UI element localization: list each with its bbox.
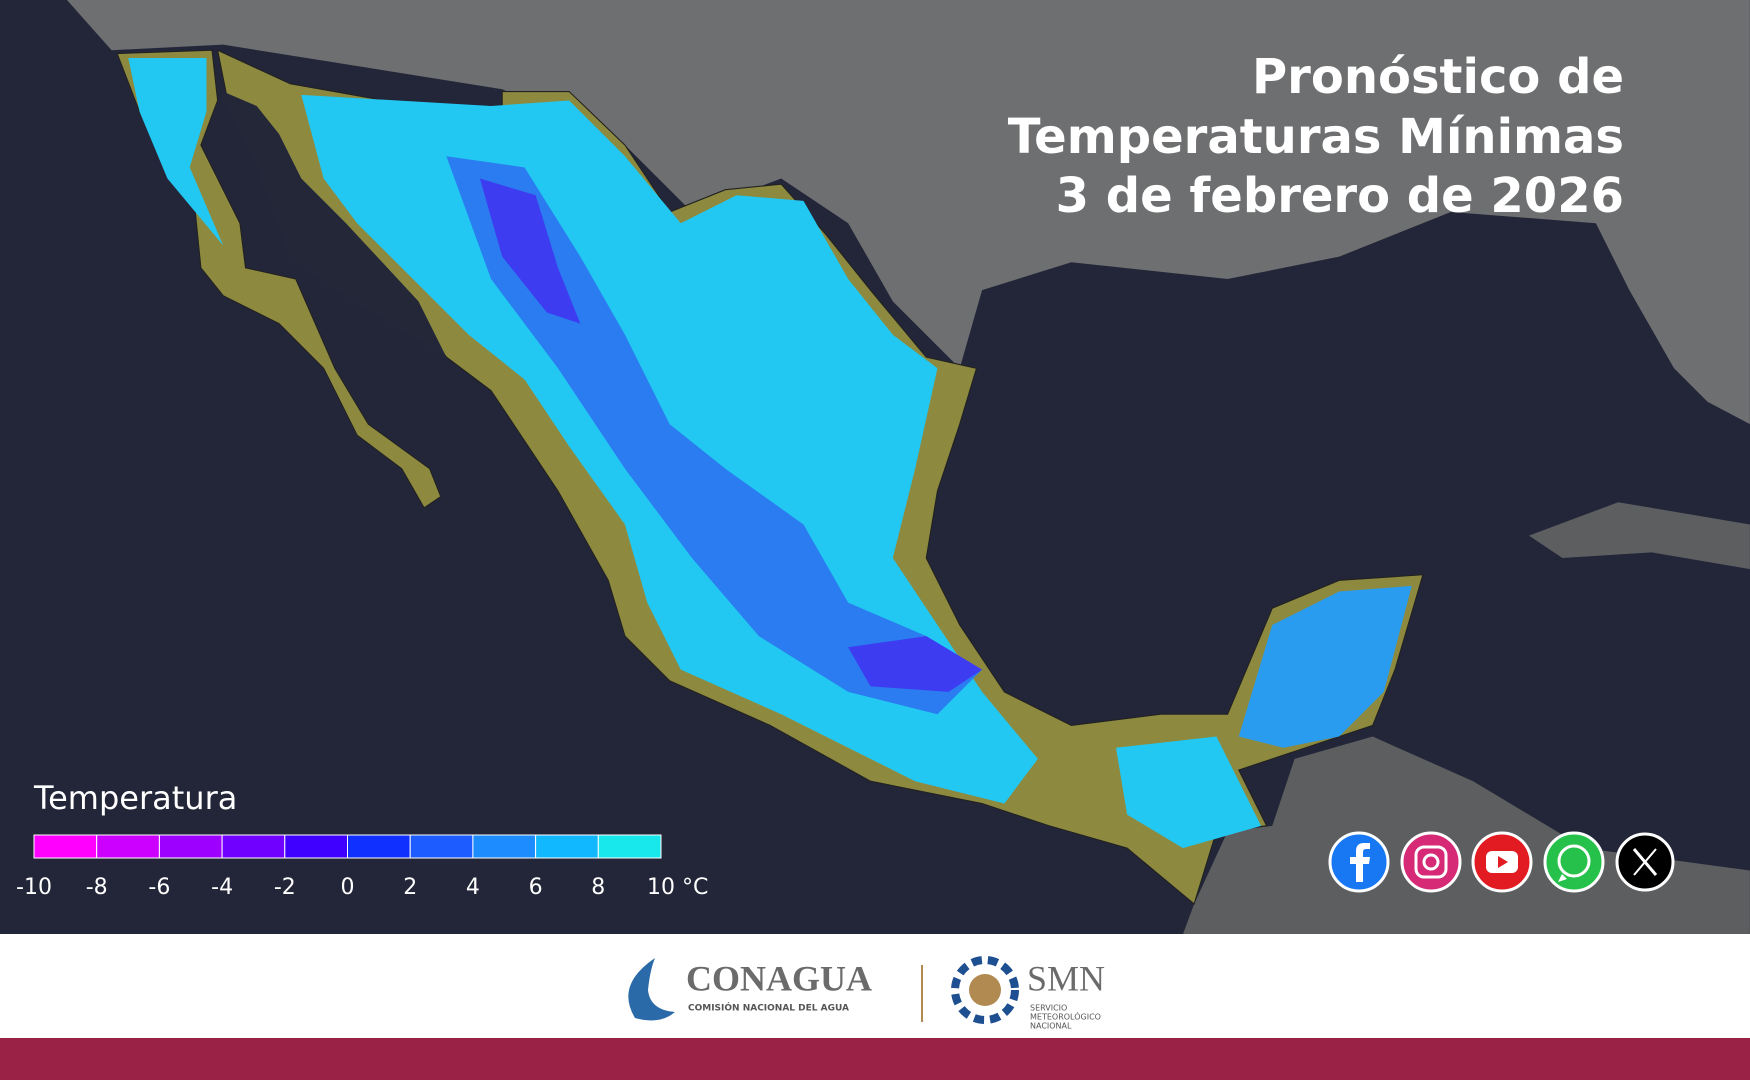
x-icon[interactable] [1615,832,1675,892]
colder-area [446,156,983,715]
title-line: Pronóstico de [1252,49,1624,105]
legend-swatch [472,834,537,859]
conagua-name: CONAGUA [686,958,872,998]
cuba [1528,502,1750,570]
legend-swatch [96,834,160,859]
legend-swatch [33,834,98,859]
legend-tick-label: -4 [211,875,233,900]
legend-swatch [535,834,599,859]
baja-california [116,49,442,509]
gulf-of-california [217,89,447,358]
conagua-subtitle: COMISIÓN NACIONAL DEL AGUA [688,1002,849,1014]
coldest-area [479,178,581,324]
central-america [1182,736,1750,935]
legend-tick-label: 4 [466,875,480,900]
legend-tick-label: 2 [403,875,417,900]
youtube-icon[interactable] [1471,831,1533,893]
us-land [0,0,1750,425]
instagram-icon[interactable] [1400,831,1462,893]
smn-logo-core [969,974,1001,1006]
legend-tick-label: -6 [148,875,170,900]
cold-area-baja [128,58,224,246]
facebook-icon[interactable] [1328,831,1390,893]
smn-subtitle: NACIONAL [1030,1022,1072,1031]
legend-swatch [158,834,223,859]
legend-tick-label: 0 [341,875,355,900]
legend-swatch [221,834,286,859]
legend-tick-label: -8 [86,875,108,900]
cold-area-yucatan [1238,585,1412,748]
map [0,0,1750,935]
legend-tick-label: 10 °C [647,875,708,900]
smn-subtitle: SERVICIO [1030,1004,1067,1013]
legend-tick-label: 6 [529,875,543,900]
title-line: 3 de febrero de 2026 [1056,168,1624,224]
legend-tick-label: -2 [274,875,296,900]
legend-swatch [347,834,411,859]
social-icons [1328,831,1675,893]
legend-tick-label: -10 [16,875,52,900]
smn-name: SMN [1027,958,1105,998]
legend-swatch [597,834,662,859]
legend-swatch [409,834,474,859]
legend-title: Temperatura [33,779,237,817]
legend-tick-label: 8 [591,875,605,900]
cold-area-southeast [1115,736,1262,849]
coldest-area [848,636,983,692]
footer-band [0,934,1750,1038]
smn-subtitle: METEOROLÓGICO [1030,1011,1101,1022]
whatsapp-icon[interactable] [1543,831,1605,893]
title-line: Temperaturas Mínimas [1008,109,1624,165]
smn-logo-icon [951,956,1019,1024]
conagua-logo-icon [628,958,675,1021]
legend-swatch [284,834,348,859]
footer-stripe [0,1038,1750,1080]
